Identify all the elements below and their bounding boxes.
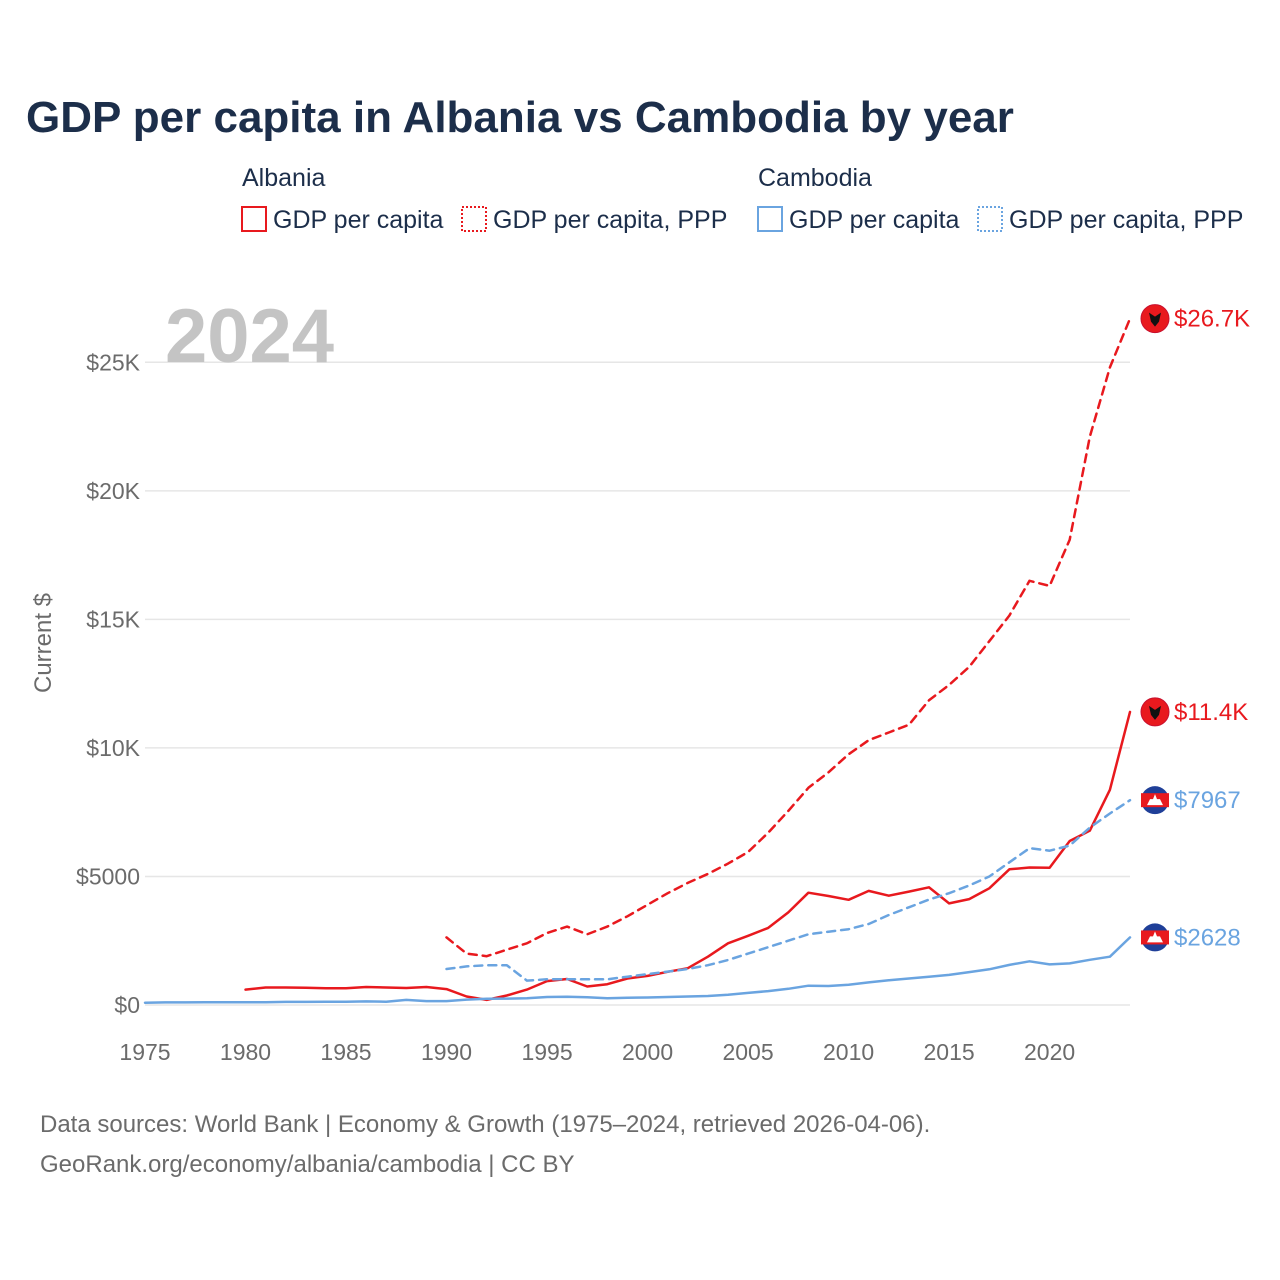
y-tick-label: $20K xyxy=(86,478,140,504)
year-watermark: 2024 xyxy=(165,294,334,379)
x-tick-label: 1975 xyxy=(119,1039,170,1065)
x-tick-label: 1990 xyxy=(421,1039,472,1065)
end-value-label: $11.4K xyxy=(1174,699,1248,726)
legend-label: GDP per capita xyxy=(273,206,444,234)
y-tick-label: $15K xyxy=(86,606,140,632)
temple-icon xyxy=(1147,931,1163,943)
y-axis-label: Current $ xyxy=(30,593,57,693)
legend-group-albania: Albania xyxy=(242,164,325,192)
legend-label: GDP per capita xyxy=(789,206,960,234)
y-tick-label: $10K xyxy=(86,735,140,761)
end-value-label: $2628 xyxy=(1174,924,1241,951)
eagle-icon xyxy=(1149,312,1161,327)
x-tick-label: 1985 xyxy=(320,1039,371,1065)
end-value-label: $26.7K xyxy=(1174,306,1250,333)
x-tick-label: 1980 xyxy=(220,1039,271,1065)
y-tick-label: $5000 xyxy=(76,863,140,889)
temple-icon xyxy=(1147,794,1163,806)
x-axis-ticks: 1975 1980 1985 1990 1995 2000 2005 2010 2015 2020 xyxy=(119,1039,1075,1065)
y-tick-label: $0 xyxy=(114,992,140,1018)
x-tick-label: 2015 xyxy=(923,1039,974,1065)
legend-swatch xyxy=(977,206,1003,232)
end-markers: $11.4K $26.7K $2628 $7967 xyxy=(1140,304,1250,952)
chart-title: GDP per capita in Albania vs Cambodia by… xyxy=(26,93,1014,142)
legend-swatch xyxy=(757,206,783,232)
legend-swatch xyxy=(241,206,267,232)
x-tick-label: 2005 xyxy=(722,1039,773,1065)
end-marker-1: $26.7K xyxy=(1140,304,1250,334)
end-marker-2: $2628 xyxy=(1141,923,1241,952)
end-marker-3: $7967 xyxy=(1141,786,1241,815)
legend-swatch xyxy=(461,206,487,232)
y-tick-label: $25K xyxy=(86,349,140,375)
x-tick-label: 2020 xyxy=(1024,1039,1075,1065)
series-lines xyxy=(143,317,1132,1004)
end-value-label: $7967 xyxy=(1174,787,1241,814)
eagle-icon xyxy=(1149,705,1161,720)
end-marker-0: $11.4K xyxy=(1140,697,1248,727)
x-tick-label: 2000 xyxy=(622,1039,673,1065)
legend-label: GDP per capita, PPP xyxy=(493,206,727,234)
source-line-2: GeoRank.org/economy/albania/cambodia | C… xyxy=(40,1151,575,1178)
y-axis-ticks: $0 $5000 $10K $15K $20K $25K xyxy=(76,349,141,1018)
source-line-1: Data sources: World Bank | Economy & Gro… xyxy=(40,1111,930,1138)
gridlines xyxy=(145,361,1130,1006)
legend: Albania GDP per capita GDP per capita, PPP… xyxy=(241,164,1243,234)
legend-label: GDP per capita, PPP xyxy=(1009,206,1243,234)
x-tick-label: 2010 xyxy=(823,1039,874,1065)
series-line-2 xyxy=(143,936,1132,1004)
legend-group-cambodia: Cambodia xyxy=(758,164,872,192)
series-line-0 xyxy=(244,710,1132,1002)
series-line-1 xyxy=(445,317,1132,958)
series-line-3 xyxy=(445,798,1132,982)
x-tick-label: 1995 xyxy=(521,1039,572,1065)
